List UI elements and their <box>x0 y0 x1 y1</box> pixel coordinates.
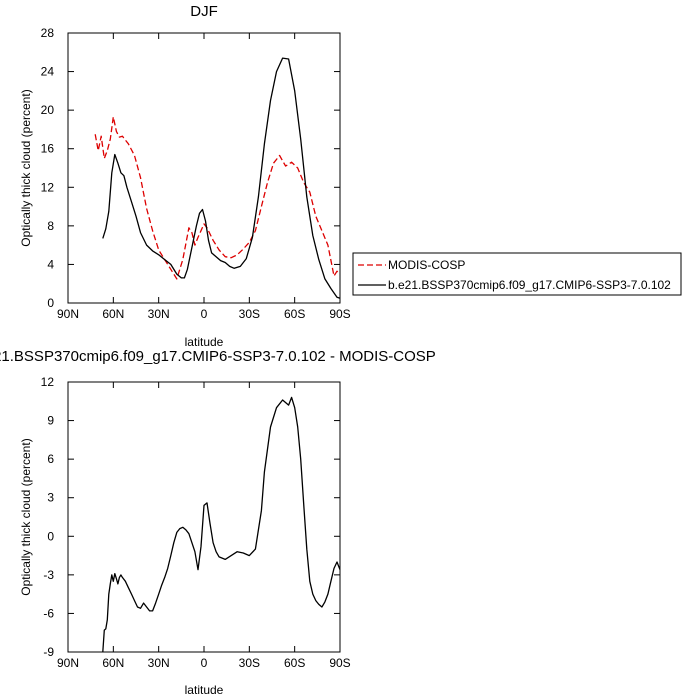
legend-label-model: b.e21.BSSP370cmip6.f09_g17.CMIP6-SSP3-7.… <box>388 278 671 292</box>
top-y-axis-label: Optically thick cloud (percent) <box>19 89 33 246</box>
top-x-tick-label: 30S <box>239 307 260 321</box>
top-chart-title: DJF <box>190 3 218 20</box>
bottom-x-tick-label: 60S <box>284 656 305 670</box>
top-y-tick-label: 16 <box>41 142 55 156</box>
top-plot-area: 90N 60N 30N 0 30S 60S 90S 0 4 8 12 16 20 24 28 <box>41 26 351 321</box>
bottom-y-tick-label: 0 <box>47 529 54 543</box>
bottom-x-tick-label: 60N <box>102 656 124 670</box>
top-series-line-0 <box>94 116 341 280</box>
bottom-y-tick-label: 9 <box>47 414 54 428</box>
bottom-chart-title: b.e21.BSSP370cmip6.f09_g17.CMIP6-SSP3-7.… <box>0 348 436 365</box>
bottom-x-axis-label: latitude <box>185 683 224 697</box>
top-x-tick-label: 0 <box>201 307 208 321</box>
top-y-tick-label: 28 <box>41 26 55 40</box>
bottom-panel: b.e21.BSSP370cmip6.f09_g17.CMIP6-SSP3-7.… <box>0 348 436 697</box>
bottom-x-tick-label: 90N <box>57 656 79 670</box>
bottom-y-axis-label: Optically thick cloud (percent) <box>19 438 33 595</box>
legend-label-modis: MODIS-COSP <box>388 258 465 272</box>
bottom-x-tick-label: 30S <box>239 656 260 670</box>
bottom-y-tick-label: 12 <box>41 375 55 389</box>
top-panel: DJF 90N 60N 30N 0 30S 60S 90S 0 4 8 12 16 20 24 28 Opt… <box>19 3 351 349</box>
top-series-line-1 <box>102 57 341 299</box>
top-x-tick-label: 60S <box>284 307 305 321</box>
top-y-tick-label: 8 <box>47 219 54 233</box>
top-x-tick-label: 60N <box>102 307 124 321</box>
bottom-plot-area: 90N 60N 30N 0 30S 60S 90S -9 -6 -3 0 3 6 9 12 <box>41 375 351 670</box>
top-x-tick-label: 90S <box>329 307 350 321</box>
bottom-x-tick-label: 90S <box>329 656 350 670</box>
bottom-y-tick-label: 6 <box>47 452 54 466</box>
top-y-tick-label: 24 <box>41 65 55 79</box>
top-x-tick-label: 90N <box>57 307 79 321</box>
bottom-y-tick-label: -9 <box>43 645 54 659</box>
top-y-tick-label: 20 <box>41 103 55 117</box>
bottom-y-tick-label: -6 <box>43 606 54 620</box>
top-x-axis-label: latitude <box>185 335 224 349</box>
legend: MODIS-COSP b.e21.BSSP370cmip6.f09_g17.CM… <box>352 252 682 296</box>
top-x-tick-label: 30N <box>148 307 170 321</box>
legend-box <box>352 252 682 296</box>
top-y-tick-label: 0 <box>47 296 54 310</box>
top-y-tick-label: 4 <box>47 257 54 271</box>
bottom-y-tick-label: 3 <box>47 491 54 505</box>
bottom-x-tick-label: 30N <box>148 656 170 670</box>
bottom-x-tick-label: 0 <box>201 656 208 670</box>
top-y-tick-label: 12 <box>41 180 55 194</box>
bottom-series-line-0 <box>102 396 341 653</box>
bottom-y-tick-label: -3 <box>43 568 54 582</box>
